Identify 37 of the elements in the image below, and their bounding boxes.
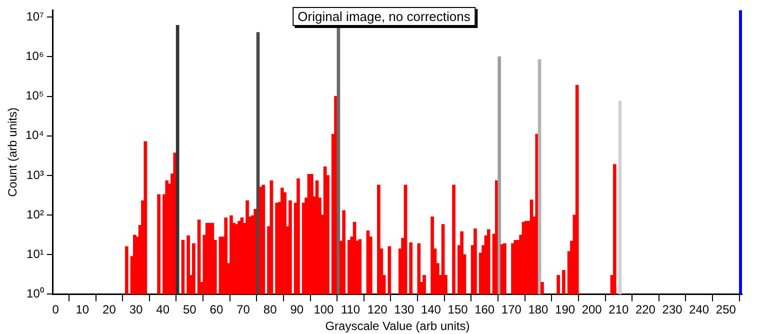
x-tick-label: 170: [501, 302, 522, 317]
x-tick-label: 200: [582, 302, 602, 317]
y-tick-label: 10⁷: [26, 9, 44, 24]
x-tick-label: 190: [555, 302, 576, 317]
x-tick-label: 220: [635, 302, 656, 317]
x-tick-label: 230: [662, 302, 683, 317]
y-tick-label: 10⁵: [26, 88, 44, 103]
x-tick-label: 30: [129, 302, 144, 317]
x-tick-label: 120: [367, 302, 388, 317]
x-tick-label: 130: [394, 302, 414, 317]
x-tick-label: 90: [290, 302, 304, 317]
x-tick-label: 80: [263, 302, 278, 317]
x-tick-label: 20: [102, 302, 116, 317]
x-axis-title: Grayscale Value (arb units): [325, 319, 470, 334]
x-tick-label: 70: [236, 302, 250, 317]
y-tick-label: 10¹: [26, 246, 44, 261]
y-axis-title: Count (arb units): [6, 108, 20, 197]
x-tick-label: 10: [76, 302, 90, 317]
x-tick-label: 140: [420, 302, 442, 317]
x-tick-label: 110: [340, 302, 360, 317]
x-tick-label: 50: [182, 302, 197, 317]
y-tick-label: 10²: [26, 207, 44, 222]
x-tick-label: 60: [210, 302, 224, 317]
x-tick-label: 250: [716, 302, 736, 317]
y-tick-label: 10⁰: [26, 286, 44, 301]
x-tick-label: 150: [448, 302, 468, 317]
x-tick-label: 40: [156, 302, 170, 317]
x-tick-label: 240: [689, 302, 710, 317]
x-tick-label: 210: [608, 302, 629, 317]
x-tick-label: 100: [314, 302, 334, 317]
y-tick-label: 10⁴: [25, 128, 44, 142]
y-tick-label: 10⁶: [26, 49, 44, 64]
annotation: Original image, no corrections: [292, 7, 476, 26]
x-tick-label: 0: [52, 302, 60, 317]
x-tick-label: 160: [474, 302, 495, 317]
x-tick-label: 180: [528, 302, 549, 317]
y-tick-label: 10³: [26, 168, 44, 182]
